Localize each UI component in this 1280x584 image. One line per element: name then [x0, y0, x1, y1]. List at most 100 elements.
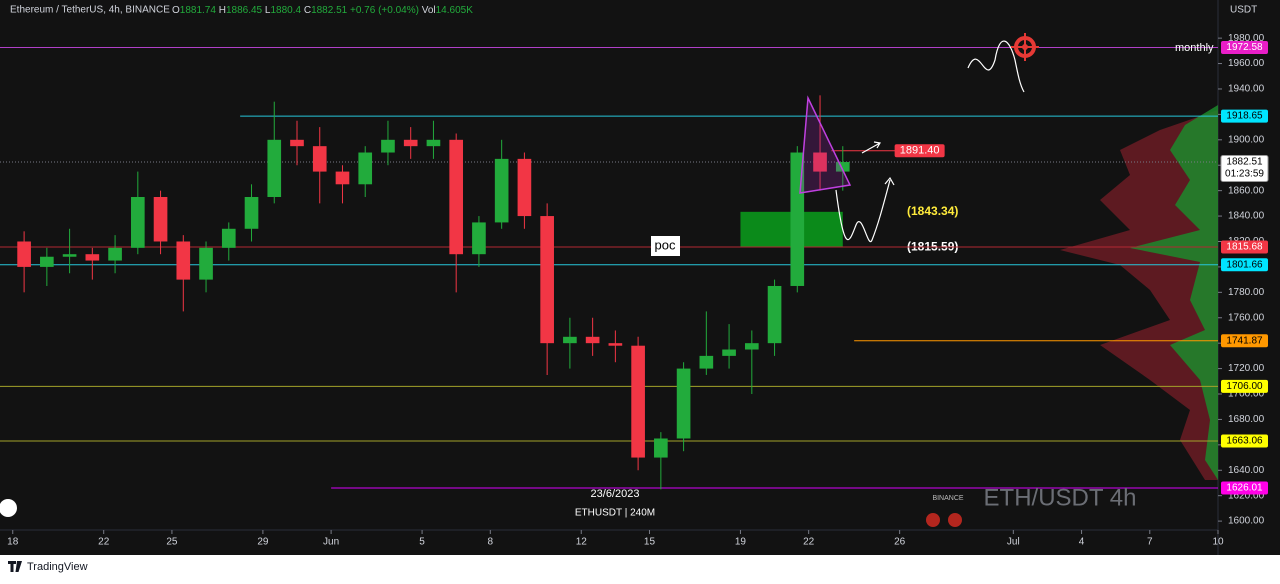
y-tick-label: 1620.00: [1228, 490, 1265, 501]
candle-body: [40, 256, 54, 267]
arrow-head: [884, 176, 895, 186]
brand: TradingView: [27, 561, 88, 573]
x-tick-label: 8: [488, 537, 494, 548]
poc-box: [651, 236, 680, 256]
annotation-monthly: monthly: [1175, 42, 1214, 54]
currency: USDT: [1230, 5, 1257, 16]
candle-body: [540, 216, 554, 344]
ohlc-key: H: [219, 5, 226, 16]
x-tick-label: 22: [803, 537, 815, 548]
side-button[interactable]: [0, 499, 17, 517]
y-tick-label: 1900.00: [1228, 134, 1265, 145]
y-tick-label: 1980.00: [1228, 33, 1265, 44]
candle-body: [267, 139, 282, 198]
candle-body: [608, 343, 623, 346]
ohlc-key: L: [265, 5, 271, 16]
volume-profile: [1060, 105, 1218, 480]
footer: [0, 555, 1280, 579]
ohlc-legend: O1881.74 H1886.45 L1880.4 C1882.51 +0.76…: [172, 5, 473, 16]
triangle-pattern: [799, 95, 852, 194]
level-label: 1918.65: [1226, 111, 1263, 122]
candle-body: [199, 247, 213, 280]
change: +0.76 (+0.04%): [350, 5, 419, 16]
level-label: 1663.06: [1226, 436, 1263, 447]
candle-body: [85, 254, 100, 261]
candle-body: [176, 241, 191, 280]
candle-body: [335, 171, 350, 185]
marks-layer: (1843.34) (1815.59) 1972.58 1918.65 1891.40 1…: [0, 41, 1269, 495]
candle-body: [744, 343, 759, 350]
zone-label: (1815.59): [907, 239, 958, 253]
candle-body: [813, 152, 827, 172]
x-tick-label: 15: [644, 537, 656, 548]
target-icon: [1011, 33, 1039, 61]
annotation-date: 23/6/2023: [591, 488, 640, 500]
candle-body: [290, 139, 304, 147]
y-tick-label: 1640.00: [1228, 465, 1265, 476]
candle-body: [62, 254, 77, 257]
x-tick-label: 29: [257, 537, 269, 548]
watermark: ETH/USDT 4h: [984, 484, 1137, 511]
chart-background: [0, 0, 1280, 555]
candle-body: [835, 162, 850, 172]
x-tick-label: 26: [894, 537, 906, 548]
candle-body: [153, 197, 168, 242]
candle-body: [631, 345, 645, 458]
y-tick-label: 1680.00: [1228, 414, 1265, 425]
level-sublabel: 01:23:59: [1225, 169, 1264, 180]
y-tick-label: 1760.00: [1228, 312, 1265, 323]
candle-body: [358, 152, 373, 185]
ohlc-key: O: [172, 5, 180, 16]
level-label-box: [1221, 481, 1268, 495]
flag-icon: [926, 513, 940, 527]
candle-body: [221, 228, 236, 248]
level-label: 1741.87: [1226, 335, 1263, 346]
level-label-box: [1221, 41, 1268, 55]
level-label: 1626.01: [1226, 483, 1263, 494]
candle-body: [17, 241, 31, 267]
level-label-box: [1221, 434, 1268, 448]
symbol: Ethereum / TetherUS, 4h, BINANCE: [10, 5, 170, 16]
x-tick-label: 10: [1212, 537, 1224, 548]
brand-logo: [8, 561, 22, 572]
x-tick-label: 19: [735, 537, 747, 548]
level-label-box: [1220, 155, 1269, 183]
level-label: 1882.51: [1226, 157, 1263, 168]
profile-green: [1130, 105, 1218, 480]
x-tick-label: 22: [98, 537, 110, 548]
x-tick-label: 18: [7, 537, 19, 548]
x-tick-label: Jun: [323, 537, 339, 548]
level-label: 1891.40: [900, 145, 940, 157]
y-tick-label: 1780.00: [1228, 287, 1265, 298]
candle-body: [767, 285, 782, 344]
ohlc-value: 1881.74: [180, 5, 217, 16]
candle-body: [108, 247, 122, 261]
candle-body: [426, 139, 441, 147]
flag-icon: [948, 513, 962, 527]
candle-body: [312, 146, 327, 172]
candle-body: [381, 139, 395, 153]
candle-body: [449, 139, 464, 255]
candle-body: [563, 336, 577, 344]
level-label-box: [1221, 334, 1268, 348]
candle-body: [130, 197, 145, 248]
projection-arrow: [835, 179, 891, 243]
level-label-box: [894, 144, 945, 158]
x-tick-label: 25: [166, 537, 178, 548]
candle-body: [585, 336, 600, 344]
candle-body: [722, 349, 736, 356]
level-label-box: [1221, 109, 1268, 123]
volume: 14.605K: [436, 5, 474, 16]
y-tick-label: 1860.00: [1228, 185, 1265, 196]
y-tick-label: 1700.00: [1228, 389, 1265, 400]
volume-key: Vol: [422, 5, 436, 16]
ohlc-value: 1880.4: [270, 5, 301, 16]
level-label: 1706.00: [1226, 381, 1263, 392]
candle-body: [676, 368, 691, 439]
level-label: 1972.58: [1226, 42, 1263, 53]
level-label-box: [1221, 379, 1268, 393]
candle-body: [472, 222, 486, 255]
y-tick-label: 1960.00: [1228, 58, 1265, 69]
annotation-exchange: BINANCE: [932, 495, 963, 502]
